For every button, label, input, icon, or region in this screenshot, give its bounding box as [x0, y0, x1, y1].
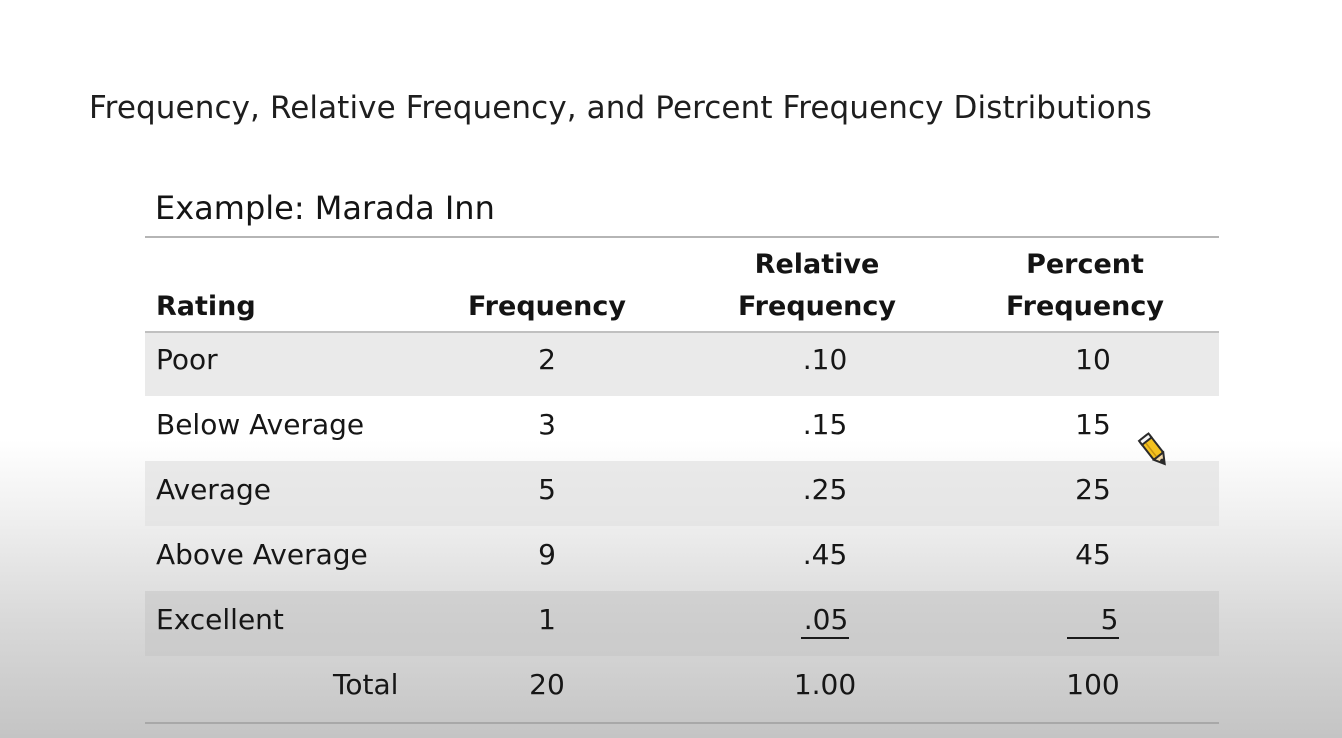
- percent-frequency-cell: 10: [1075, 343, 1111, 376]
- header-rating: Rating: [156, 291, 256, 322]
- table-header-rule: [145, 331, 1219, 333]
- relative-frequency-cell: .10: [802, 343, 848, 376]
- table-row: Excellent 1 .05 5: [145, 591, 1219, 656]
- rating-cell: Excellent: [156, 603, 284, 636]
- relative-frequency-cell: .45: [802, 538, 848, 571]
- table-bottom-rule: [145, 722, 1219, 724]
- rating-cell: Poor: [156, 343, 218, 376]
- table-row: Poor 2 .10 10: [145, 331, 1219, 396]
- table-row: Above Average 9 .45 45: [145, 526, 1219, 591]
- underlined-value: 5: [1066, 603, 1120, 639]
- rating-cell: Below Average: [156, 408, 365, 441]
- frequency-cell: 9: [538, 538, 556, 571]
- pencil-cursor-icon: [1137, 432, 1166, 466]
- table-top-rule: [145, 236, 1219, 238]
- header-frequency: Frequency: [467, 291, 627, 322]
- percent-frequency-cell: 45: [1075, 538, 1111, 571]
- total-label: Total: [333, 668, 399, 701]
- underlined-value: .05: [800, 603, 850, 639]
- frequency-cell: 1: [538, 603, 556, 636]
- example-title: Example: Marada Inn: [155, 189, 495, 227]
- frequency-table: Rating Frequency Relative Frequency Perc…: [145, 238, 1219, 721]
- table-row: Average 5 .25 25: [145, 461, 1219, 526]
- total-frequency: 20: [529, 668, 565, 701]
- percent-frequency-cell: 25: [1075, 473, 1111, 506]
- rating-cell: Above Average: [156, 538, 368, 571]
- header-relative-frequency: Relative Frequency: [737, 249, 897, 322]
- total-percent-frequency: 100: [1066, 668, 1120, 701]
- table-total-row: Total 20 1.00 100: [145, 656, 1219, 721]
- header-percent-frequency: Percent Frequency: [1005, 249, 1165, 322]
- relative-frequency-cell: .05: [723, 591, 927, 656]
- table-row: Below Average 3 .15 15: [145, 396, 1219, 461]
- frequency-cell: 2: [538, 343, 556, 376]
- frequency-cell: 5: [538, 473, 556, 506]
- relative-frequency-cell: .15: [802, 408, 848, 441]
- frequency-cell: 3: [538, 408, 556, 441]
- rating-cell: Average: [156, 473, 271, 506]
- percent-frequency-cell: 15: [1075, 408, 1111, 441]
- slide-title: Frequency, Relative Frequency, and Perce…: [89, 90, 1152, 126]
- percent-frequency-cell: 5: [991, 591, 1195, 656]
- relative-frequency-cell: .25: [802, 473, 848, 506]
- table-header-row: Rating Frequency Relative Frequency Perc…: [145, 238, 1219, 331]
- total-relative-frequency: 1.00: [793, 668, 857, 701]
